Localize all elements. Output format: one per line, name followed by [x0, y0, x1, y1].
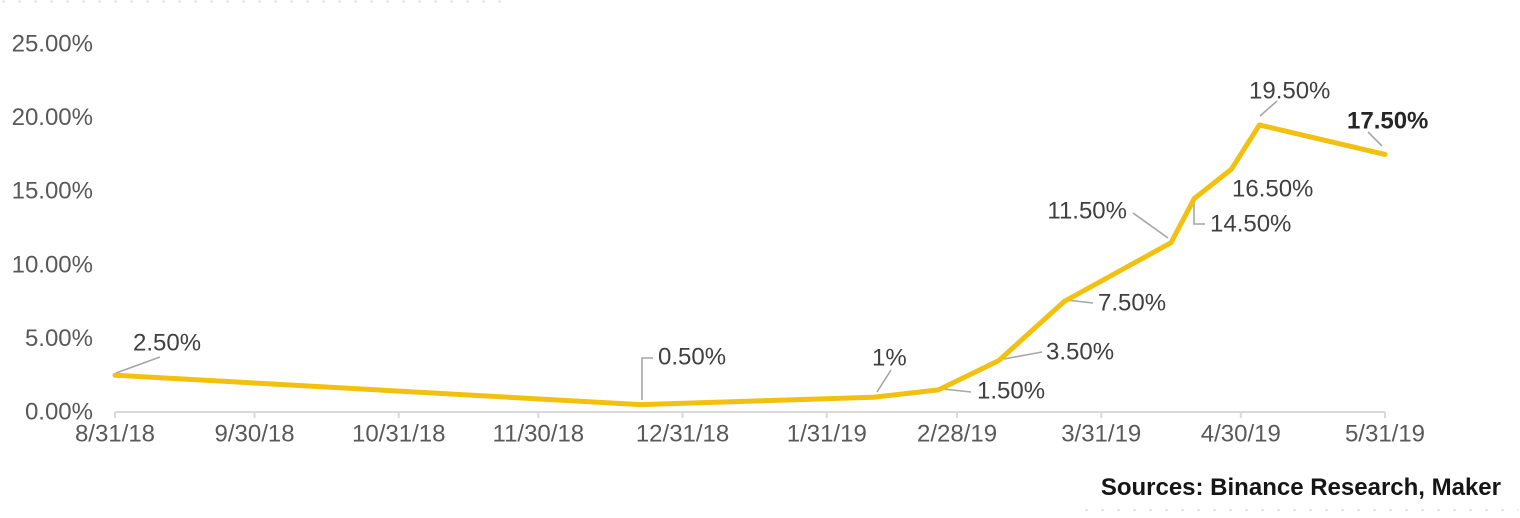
data-label: 11.50% [1047, 198, 1127, 225]
data-label: 17.50% [1347, 108, 1428, 135]
data-label: 1.50% [977, 378, 1045, 405]
data-label-leader-line [1132, 212, 1169, 239]
data-label: 0.50% [658, 344, 726, 371]
stability-fee-series-line [112, 122, 1388, 408]
y-axis-tick-label: 15.00% [12, 178, 93, 205]
x-axis-tick-label: 3/31/19 [1061, 421, 1141, 448]
x-axis-tick-label: 2/28/19 [917, 421, 997, 448]
x-axis-tick-label: 5/31/19 [1345, 421, 1425, 448]
x-axis-tick-label: 12/31/18 [636, 421, 729, 448]
data-label-leader-line [641, 357, 653, 400]
y-axis-tick-label: 0.00% [25, 399, 93, 426]
data-label: 19.50% [1249, 78, 1330, 105]
data-label-leader-line [876, 369, 892, 393]
data-label-leader-line [1193, 200, 1205, 225]
data-label-leader-line [1003, 351, 1043, 360]
data-label: 2.50% [133, 330, 201, 357]
y-axis-tick-label: 10.00% [12, 251, 93, 278]
data-label: 7.50% [1098, 290, 1166, 317]
x-axis-tick-label: 11/30/18 [493, 421, 585, 448]
x-axis-tick-label: 10/31/18 [352, 421, 445, 448]
x-axis-tick-label: 1/31/19 [787, 421, 867, 448]
data-label-leader-line [942, 388, 972, 393]
x-axis-tick-label: 4/30/19 [1201, 421, 1281, 448]
x-axis-tick-label: 9/30/18 [215, 421, 295, 448]
data-label: 3.50% [1046, 339, 1114, 366]
y-axis-tick-label: 5.00% [25, 325, 93, 352]
data-label-leader-line [1367, 131, 1383, 147]
sources-note: Sources: Binance Research, Maker [1100, 474, 1501, 501]
data-label-leader-line [115, 356, 161, 374]
x-axis-tick-label: 8/31/18 [75, 421, 155, 448]
data-label: 16.50% [1232, 176, 1313, 203]
y-axis-tick-label: 25.00% [12, 31, 93, 58]
data-label-leader-line [1259, 100, 1278, 117]
y-axis-tick-label: 20.00% [12, 104, 93, 131]
data-label: 14.50% [1210, 211, 1291, 238]
data-label: 1% [872, 345, 907, 372]
